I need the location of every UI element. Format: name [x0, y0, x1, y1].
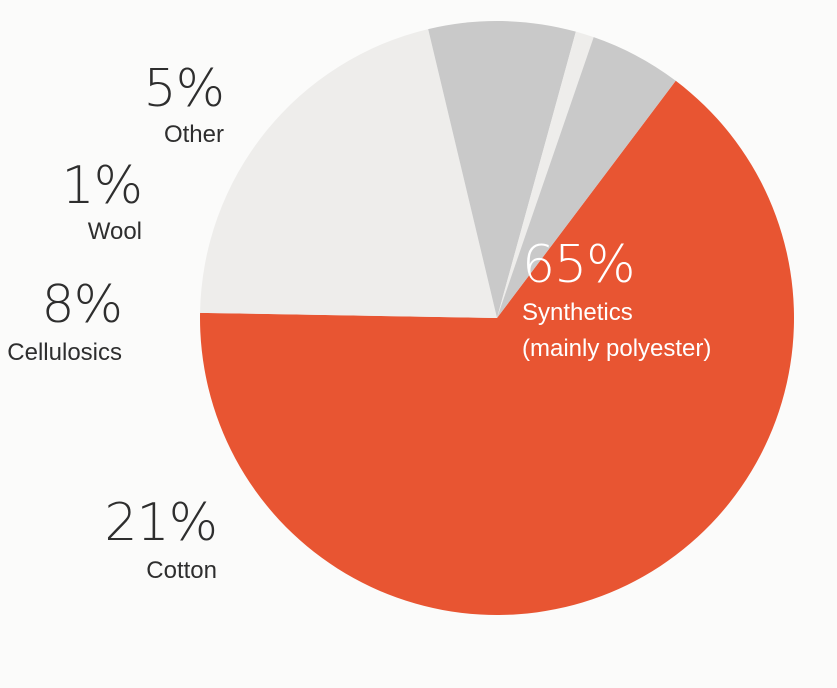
category-label-other: Other [164, 121, 224, 148]
pie-slices [200, 21, 795, 616]
pie-slice-wool [497, 31, 594, 318]
pie-slice-cotton [200, 29, 498, 319]
slice-label-wool: 1%Wool [62, 156, 144, 245]
pie-slice-cellulosics [428, 21, 576, 318]
pie-slice-synthetics-mainly-polyester [200, 80, 795, 616]
category-label-cotton: Cotton [146, 557, 217, 584]
slice-label-cellulosics: 8% Cellulosics [7, 275, 123, 366]
pie-slice-other [497, 37, 676, 319]
pie-labels: 65% Synthetics (mainly polyester) 21% Cotton… [7, 59, 711, 584]
category-label-synthetics-mainly-polyester-line-1: Synthetics [522, 299, 633, 326]
slice-label-other: 5%Other [144, 59, 226, 148]
percent-label-wool: 1% [62, 156, 143, 216]
percent-label-cellulosics: 8% [42, 275, 123, 335]
category-label-cellulosics: Cellulosics [7, 339, 122, 366]
category-label-wool: Wool [88, 218, 142, 245]
percent-label-other: 5% [144, 59, 225, 119]
percent-label-cotton: 21% [104, 493, 217, 553]
category-label-synthetics-mainly-polyester-line-2: (mainly polyester) [522, 335, 711, 362]
slice-label-synthetics-mainly-polyester: 65% Synthetics (mainly polyester) [522, 235, 711, 362]
percent-label-synthetics-mainly-polyester: 65% [522, 235, 635, 295]
slice-label-cotton: 21% Cotton [104, 493, 218, 584]
